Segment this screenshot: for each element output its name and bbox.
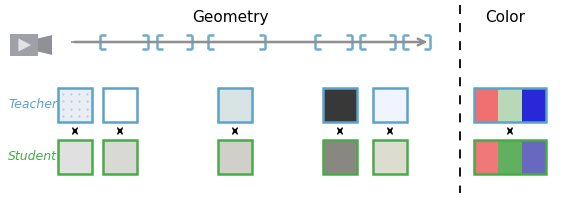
Text: Student: Student	[8, 150, 57, 164]
Bar	[373, 140, 407, 174]
Bar	[522, 88, 546, 122]
Bar	[58, 88, 92, 122]
Bar	[218, 140, 252, 174]
Bar	[58, 140, 92, 174]
Bar	[474, 140, 546, 174]
Bar	[323, 88, 357, 122]
Bar	[498, 140, 522, 174]
Text: Geometry: Geometry	[192, 10, 268, 25]
Bar	[373, 88, 407, 122]
Bar	[498, 88, 522, 122]
Bar	[103, 88, 137, 122]
Polygon shape	[18, 38, 31, 52]
Text: Teacher: Teacher	[8, 98, 57, 111]
Bar	[323, 140, 357, 174]
Bar	[474, 140, 498, 174]
Bar	[474, 88, 498, 122]
Text: Color: Color	[485, 10, 525, 25]
Bar	[103, 140, 137, 174]
Polygon shape	[38, 35, 52, 55]
Bar	[218, 88, 252, 122]
Bar	[522, 140, 546, 174]
Bar	[474, 88, 546, 122]
Bar	[10, 34, 38, 56]
